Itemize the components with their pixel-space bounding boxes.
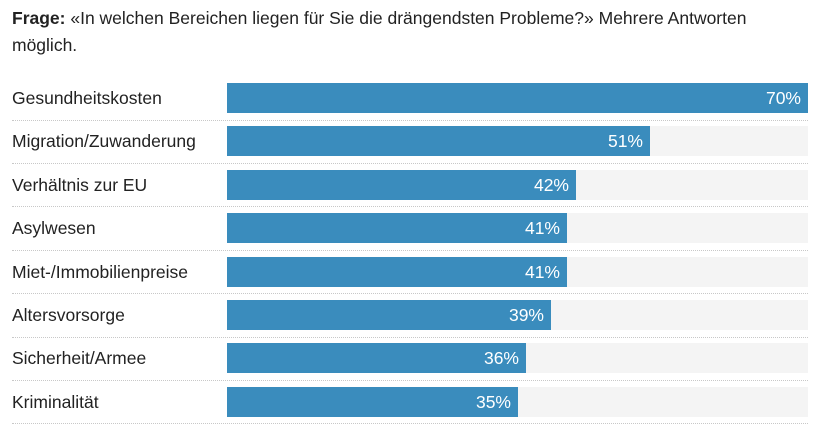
chart-row: Asylwesen 41% xyxy=(0,213,808,244)
category-label: Asylwesen xyxy=(12,218,96,239)
category-label: Gesundheitskosten xyxy=(12,88,162,108)
category-label: Verhältnis zur EU xyxy=(12,174,148,195)
row-separator xyxy=(12,119,808,121)
question-body: «In welchen Bereichen liegen für Sie die… xyxy=(12,8,747,55)
bar xyxy=(227,343,526,374)
chart-row: Verhältnis zur EU 42% xyxy=(0,169,808,200)
category-label: Sicherheit/Armee xyxy=(12,348,147,369)
bar-track: 41% xyxy=(227,256,808,287)
row-separator xyxy=(12,249,808,251)
bar-track: 70% xyxy=(227,83,808,113)
bar xyxy=(227,83,808,113)
bar xyxy=(227,300,551,330)
bar xyxy=(227,169,576,200)
chart-row: Gesundheitskosten 70% xyxy=(0,83,808,113)
row-separator xyxy=(12,379,808,381)
row-separator xyxy=(12,162,808,164)
value-label: 39% xyxy=(508,305,544,325)
chart-row: Migration/Zuwanderung 51% xyxy=(0,126,808,157)
chart-row: Altersvorsorge 39% xyxy=(0,300,808,330)
value-label: 41% xyxy=(524,218,560,239)
question-prefix: Frage: xyxy=(12,8,66,28)
bar-track: 39% xyxy=(227,300,808,330)
category-label: Kriminalität xyxy=(12,391,99,412)
row-separator xyxy=(12,293,808,295)
category-label: Migration/Zuwanderung xyxy=(12,131,196,152)
bar-track: 41% xyxy=(227,213,808,244)
row-separator xyxy=(12,206,808,208)
bar-track: 42% xyxy=(227,169,808,200)
category-label: Miet-/Immobilienpreise xyxy=(12,261,189,282)
bar-track: 51% xyxy=(227,126,808,157)
question-text: Frage: «In welchen Bereichen liegen für … xyxy=(12,5,812,59)
row-separator xyxy=(12,336,808,338)
chart-row: Kriminalität 35% xyxy=(0,386,808,417)
category-label: Altersvorsorge xyxy=(12,305,125,325)
value-label: 41% xyxy=(524,261,560,282)
bar-track: 35% xyxy=(227,386,808,417)
chart-row: Miet-/Immobilienpreise 41% xyxy=(0,256,808,287)
value-label: 70% xyxy=(765,88,801,108)
chart-row: Sicherheit/Armee 36% xyxy=(0,343,808,374)
bar-track: 36% xyxy=(227,343,808,374)
bar xyxy=(227,386,518,417)
bar xyxy=(227,256,567,287)
value-label: 35% xyxy=(475,391,511,412)
value-label: 36% xyxy=(483,348,519,369)
bar xyxy=(227,213,567,244)
value-label: 51% xyxy=(607,131,643,152)
bar xyxy=(227,126,650,157)
value-label: 42% xyxy=(533,174,569,195)
